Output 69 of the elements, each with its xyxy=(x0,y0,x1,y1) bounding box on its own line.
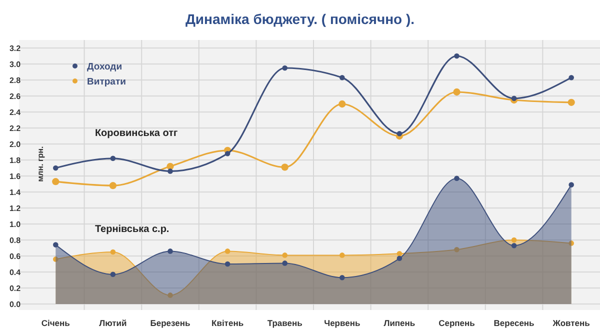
point xyxy=(568,74,574,80)
y-tick-label: 1.4 xyxy=(9,188,22,197)
y-tick-label: 1.6 xyxy=(9,172,22,181)
point xyxy=(511,242,517,248)
y-tick-label: 3.2 xyxy=(9,44,22,53)
y-tick-label: 2.8 xyxy=(9,76,22,85)
point xyxy=(224,261,230,267)
y-tick-label: 0.8 xyxy=(9,236,22,245)
x-tick-label: Липень xyxy=(384,318,416,328)
point xyxy=(281,164,288,171)
point xyxy=(110,272,116,278)
point xyxy=(52,178,60,186)
y-tick-label: 2.2 xyxy=(9,124,22,133)
y-tick-label: 1.8 xyxy=(9,156,22,165)
point xyxy=(568,240,574,246)
y-tick-label: 0.4 xyxy=(9,268,22,277)
point xyxy=(511,96,517,102)
y-tick-label: 1.0 xyxy=(9,220,22,229)
y-tick-label: 0.6 xyxy=(9,252,22,261)
point xyxy=(454,53,460,59)
y-tick-label: 2.0 xyxy=(9,140,22,149)
point xyxy=(454,176,460,182)
point xyxy=(282,252,288,258)
y-tick-label: 0.0 xyxy=(9,300,22,309)
point xyxy=(109,182,117,190)
point xyxy=(511,237,517,243)
point xyxy=(224,248,230,254)
annotation: Тернівська с.р. xyxy=(94,224,170,235)
annotation: Коровинська отг xyxy=(94,128,178,139)
point xyxy=(340,252,345,258)
y-tick-label: 2.6 xyxy=(9,92,22,101)
point xyxy=(168,248,173,254)
point xyxy=(340,274,345,280)
x-tick-label: Лютий xyxy=(99,318,127,328)
point xyxy=(53,242,58,248)
point xyxy=(224,150,230,156)
point xyxy=(53,165,58,171)
x-tick-label: Квітень xyxy=(212,318,244,328)
point xyxy=(168,292,173,298)
y-tick-label: 1.2 xyxy=(9,204,22,213)
legend-label: Доходи xyxy=(87,61,122,72)
point xyxy=(338,100,346,108)
point xyxy=(453,88,460,96)
x-tick-label: Березень xyxy=(150,318,190,328)
point xyxy=(168,168,173,174)
point xyxy=(340,74,345,80)
point xyxy=(396,250,402,256)
point xyxy=(568,98,575,106)
point xyxy=(110,156,116,162)
y-tick-label: 0.2 xyxy=(9,284,22,293)
point xyxy=(568,182,574,188)
point xyxy=(396,256,402,262)
x-tick-label: Жовтень xyxy=(552,318,590,328)
x-tick-label: Січень xyxy=(41,318,70,328)
x-tick-label: Серпень xyxy=(438,318,475,328)
point xyxy=(53,256,58,262)
chart-title: Динаміка бюджету. ( помісячно ). xyxy=(185,11,415,27)
x-tick-label: Червень xyxy=(324,318,360,328)
y-axis-title: млн. грн. xyxy=(36,146,45,182)
y-tick-label: 3.0 xyxy=(9,60,22,69)
point xyxy=(282,260,288,266)
point xyxy=(454,246,460,252)
point xyxy=(110,249,116,255)
x-tick-label: Вересень xyxy=(494,318,534,328)
y-tick-label: 2.4 xyxy=(9,108,22,117)
x-tick-label: Травень xyxy=(267,318,302,328)
point xyxy=(282,65,288,71)
legend-label: Витрати xyxy=(87,76,126,88)
point xyxy=(396,130,402,136)
